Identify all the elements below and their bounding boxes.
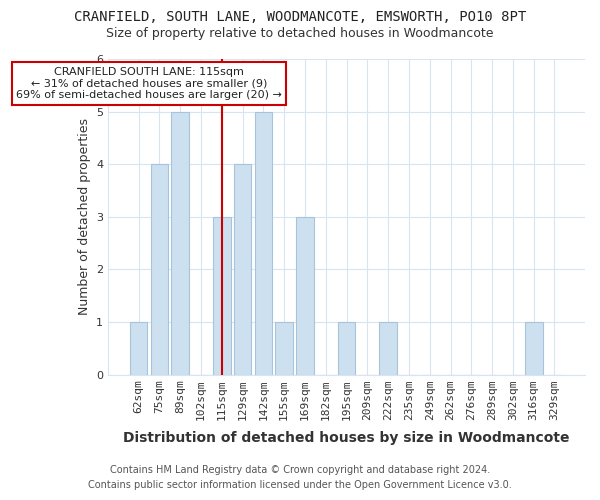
Bar (254, 112, 272, 374)
Bar (525, 322, 542, 374)
Bar (130, 322, 148, 374)
Bar (338, 322, 355, 374)
X-axis label: Distribution of detached houses by size in Woodmancote: Distribution of detached houses by size … (123, 431, 570, 445)
Bar (213, 217, 230, 374)
Bar (234, 164, 251, 374)
Text: Contains HM Land Registry data © Crown copyright and database right 2024.
Contai: Contains HM Land Registry data © Crown c… (88, 465, 512, 490)
Text: CRANFIELD, SOUTH LANE, WOODMANCOTE, EMSWORTH, PO10 8PT: CRANFIELD, SOUTH LANE, WOODMANCOTE, EMSW… (74, 10, 526, 24)
Bar (296, 217, 314, 374)
Text: Size of property relative to detached houses in Woodmancote: Size of property relative to detached ho… (106, 28, 494, 40)
Bar (172, 112, 189, 374)
Y-axis label: Number of detached properties: Number of detached properties (77, 118, 91, 316)
Bar (275, 322, 293, 374)
Text: CRANFIELD SOUTH LANE: 115sqm
← 31% of detached houses are smaller (9)
69% of sem: CRANFIELD SOUTH LANE: 115sqm ← 31% of de… (16, 67, 282, 100)
Bar (379, 322, 397, 374)
Bar (151, 164, 168, 374)
